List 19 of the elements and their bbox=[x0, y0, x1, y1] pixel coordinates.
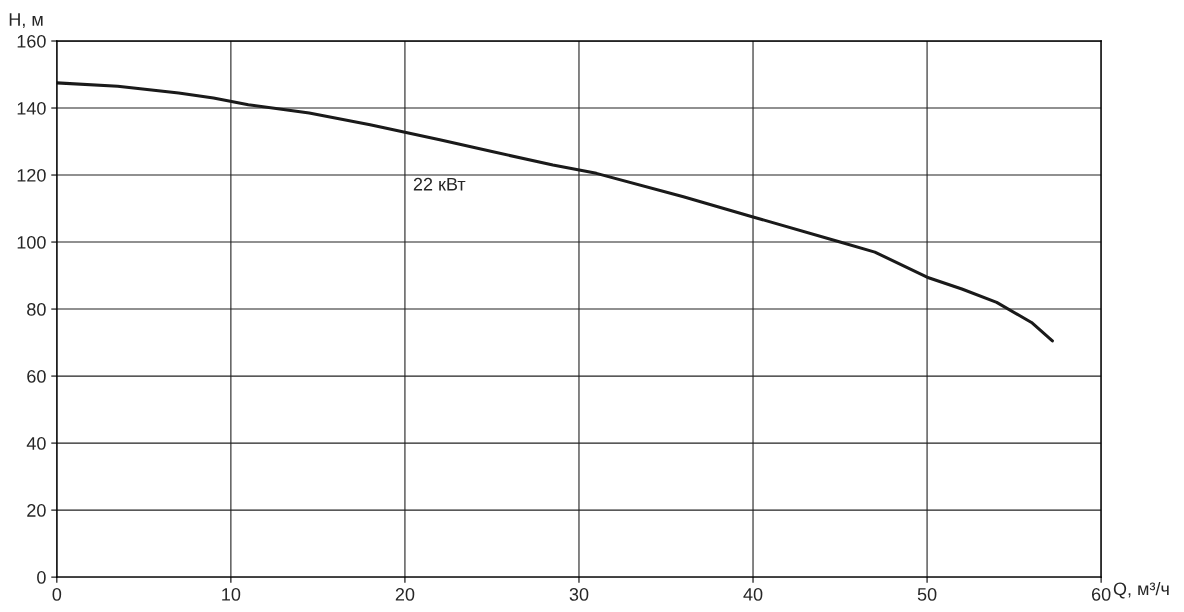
x-tick-label: 20 bbox=[395, 588, 415, 601]
x-tick-label: 0 bbox=[52, 588, 62, 601]
y-tick-label: 100 bbox=[17, 235, 46, 249]
x-tick-label: 30 bbox=[569, 588, 589, 601]
y-tick-label: 160 bbox=[17, 34, 46, 48]
annotation: 22 кВт bbox=[413, 177, 466, 191]
x-tick-label: 50 bbox=[917, 588, 937, 601]
y-tick-label: 120 bbox=[17, 168, 46, 182]
y-tick-label: 20 bbox=[27, 504, 46, 517]
x-tick-label: 60 bbox=[1092, 588, 1111, 601]
x-tick-label: 40 bbox=[743, 588, 763, 601]
y-tick-label: 0 bbox=[37, 571, 46, 584]
y-tick-label: 140 bbox=[17, 101, 46, 115]
x-tick-label: 10 bbox=[222, 588, 241, 601]
y-axis-title: H, м bbox=[9, 13, 43, 28]
y-tick-label: 60 bbox=[27, 370, 46, 383]
y-tick-label: 80 bbox=[27, 302, 46, 316]
y-tick-label: 40 bbox=[26, 437, 46, 450]
x-axis-title: Q, м³/ч bbox=[1113, 582, 1169, 599]
